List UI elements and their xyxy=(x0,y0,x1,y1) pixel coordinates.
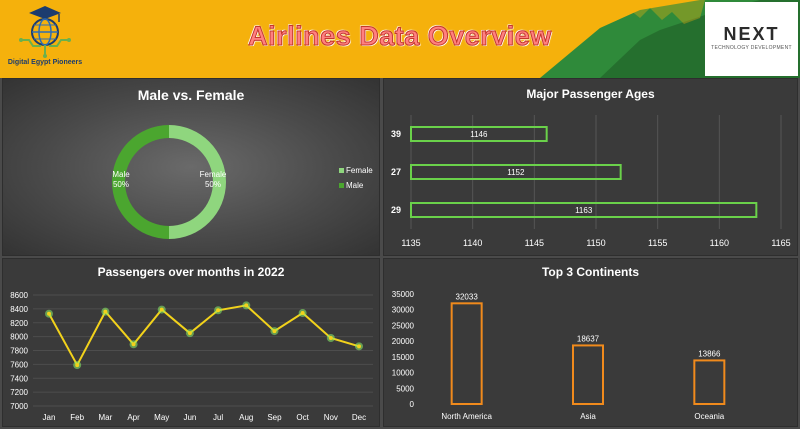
donut-slice-male xyxy=(112,125,169,239)
y-tick-label: 7200 xyxy=(10,388,28,397)
age-bar-value-29: 1163 xyxy=(575,206,593,215)
page-title: Airlines Data Overview xyxy=(248,21,552,52)
continent-value-oceania: 13866 xyxy=(698,349,721,358)
x-tick-label: Aug xyxy=(239,413,253,422)
point-dec xyxy=(357,344,361,349)
x-tick-label: 1155 xyxy=(648,238,667,248)
passenger-ages-title: Major Passenger Ages xyxy=(526,87,655,101)
point-aug xyxy=(244,303,249,308)
point-feb xyxy=(75,363,80,368)
point-may xyxy=(159,307,164,312)
next-logo-main: NEXT xyxy=(723,24,780,44)
y-tick-label: 10000 xyxy=(392,369,415,378)
donut-slice-female xyxy=(169,125,226,239)
gender-chart-panel: Male vs. Female Female 50% Male 50% Female Ma… xyxy=(2,78,380,256)
age-category-label-39: 39 xyxy=(391,129,401,139)
monthly-passengers-panel: Passengers over months in 2022 7000 7200 7… xyxy=(2,258,380,427)
age-category-label-29: 29 xyxy=(391,205,401,215)
donut-data-label-male: Male 50% xyxy=(112,170,130,189)
y-tick-label: 8200 xyxy=(10,319,28,328)
legend-swatch-male xyxy=(339,183,344,188)
point-mar xyxy=(103,309,108,314)
x-tick-label: 1145 xyxy=(525,238,544,248)
point-apr xyxy=(131,342,136,347)
next-logo-sub: TECHNOLOGY DEVELOPMENT xyxy=(711,45,792,51)
age-bar-value-27: 1152 xyxy=(507,168,525,177)
age-bar-27 xyxy=(410,164,622,180)
header-banner: Digital Egypt Pioneers Airlines Data Ove… xyxy=(0,0,800,78)
y-tick-label: 20000 xyxy=(392,337,415,346)
age-bar-39 xyxy=(410,126,548,142)
continent-label-oceania: Oceania xyxy=(694,412,724,421)
continents-panel: Top 3 Continents 0 5000 10000 15000 20000 250… xyxy=(383,258,798,427)
y-tick-label: 7600 xyxy=(10,360,28,369)
passenger-ages-bar-chart: 1135 1140 1145 1150 1155 1160 1165 1146 39 1152 27… xyxy=(391,115,791,248)
age-bar-value-39: 1146 xyxy=(470,130,488,139)
monthly-passengers-line-chart: 7000 7200 7400 7600 7800 8000 8200 8400 8600 Jan F… xyxy=(10,291,373,422)
next-logo: NEXT TECHNOLOGY DEVELOPMENT xyxy=(705,2,798,76)
continents-bar-chart: 0 5000 10000 15000 20000 25000 30000 35000 32033… xyxy=(392,290,726,421)
legend-label-female: Female xyxy=(346,166,373,175)
age-bar-29 xyxy=(410,202,758,218)
legend-label-male: Male xyxy=(346,181,364,190)
continent-bar-oceania xyxy=(693,359,726,405)
y-tick-label: 0 xyxy=(410,400,415,409)
continent-label-asia: Asia xyxy=(580,412,596,421)
y-tick-label: 15000 xyxy=(392,353,415,362)
passengers-line xyxy=(48,304,360,368)
left-logo-text: Digital Egypt Pioneers xyxy=(7,59,83,66)
y-tick-label: 7800 xyxy=(10,347,28,356)
age-category-label-27: 27 xyxy=(391,167,401,177)
legend-swatch-female xyxy=(339,168,344,173)
point-sep xyxy=(272,329,277,334)
point-jan xyxy=(47,311,51,316)
y-tick-label: 7400 xyxy=(10,374,28,383)
y-tick-label: 25000 xyxy=(392,321,415,330)
donut-data-label-female: Female 50% xyxy=(200,170,227,189)
y-tick-label: 5000 xyxy=(396,384,414,393)
x-tick-label: 1160 xyxy=(710,238,729,248)
x-tick-label: Jan xyxy=(43,413,56,422)
y-tick-label: 8000 xyxy=(10,333,28,342)
point-jun xyxy=(187,331,192,336)
x-tick-label: May xyxy=(154,413,169,422)
x-tick-label: 1135 xyxy=(401,238,420,248)
digital-egypt-pioneers-logo: Digital Egypt Pioneers xyxy=(6,4,84,72)
y-tick-label: 7000 xyxy=(10,402,28,411)
x-tick-label: Mar xyxy=(98,413,112,422)
x-tick-label: Jun xyxy=(183,413,196,422)
x-tick-label: Feb xyxy=(70,413,84,422)
point-jul xyxy=(216,308,221,313)
x-tick-label: Oct xyxy=(296,413,309,422)
continent-bar-north-america xyxy=(450,302,483,405)
continent-value-north-america: 32033 xyxy=(456,292,479,301)
continent-label-north-america: North America xyxy=(441,412,492,421)
y-tick-label: 8600 xyxy=(10,291,28,300)
point-oct xyxy=(300,311,305,316)
y-tick-label: 35000 xyxy=(392,290,415,299)
x-tick-label: 1165 xyxy=(771,238,790,248)
x-tick-label: Nov xyxy=(324,413,338,422)
x-tick-label: Apr xyxy=(127,413,140,422)
gender-donut-chart: Female 50% Male 50% Female Male xyxy=(112,125,373,239)
x-tick-label: Sep xyxy=(267,413,282,422)
y-tick-label: 30000 xyxy=(392,306,415,315)
continents-title: Top 3 Continents xyxy=(541,265,640,279)
point-nov xyxy=(328,336,333,341)
gender-chart-title: Male vs. Female xyxy=(137,87,245,103)
x-tick-label: Jul xyxy=(213,413,223,422)
passenger-ages-panel: Major Passenger Ages 1135 1140 1145 1150 115… xyxy=(383,78,798,256)
continent-value-asia: 18637 xyxy=(577,334,600,343)
x-tick-label: 1150 xyxy=(586,238,605,248)
x-tick-label: Dec xyxy=(352,413,366,422)
continent-bar-asia xyxy=(572,344,604,406)
y-tick-label: 8400 xyxy=(10,305,28,314)
globe-graduation-icon xyxy=(19,6,71,58)
monthly-passengers-title: Passengers over months in 2022 xyxy=(97,265,285,279)
x-tick-label: 1140 xyxy=(463,238,482,248)
